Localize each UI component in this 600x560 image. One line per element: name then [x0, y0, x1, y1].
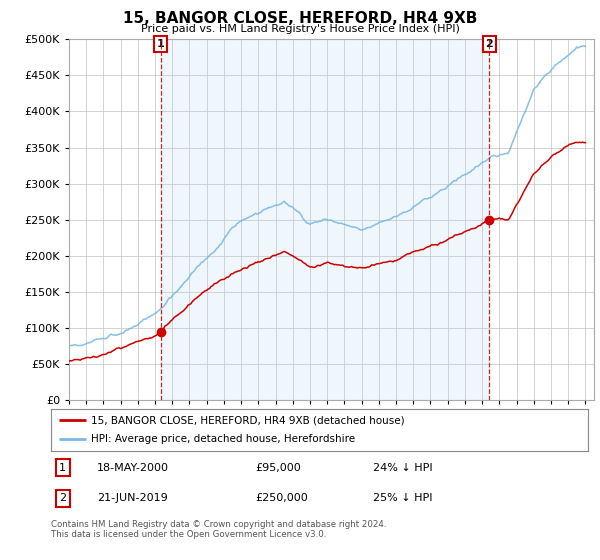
- Bar: [161, 39, 489, 400]
- Text: 25% ↓ HPI: 25% ↓ HPI: [373, 493, 433, 503]
- Text: HPI: Average price, detached house, Herefordshire: HPI: Average price, detached house, Here…: [91, 435, 355, 445]
- Text: Price paid vs. HM Land Registry's House Price Index (HPI): Price paid vs. HM Land Registry's House …: [140, 24, 460, 34]
- Text: £95,000: £95,000: [255, 463, 301, 473]
- Text: 18-MAY-2000: 18-MAY-2000: [97, 463, 169, 473]
- Text: 1: 1: [157, 39, 164, 49]
- Text: 2: 2: [485, 39, 493, 49]
- Text: 15, BANGOR CLOSE, HEREFORD, HR4 9XB: 15, BANGOR CLOSE, HEREFORD, HR4 9XB: [123, 11, 477, 26]
- Text: 21-JUN-2019: 21-JUN-2019: [97, 493, 167, 503]
- Text: 15, BANGOR CLOSE, HEREFORD, HR4 9XB (detached house): 15, BANGOR CLOSE, HEREFORD, HR4 9XB (det…: [91, 415, 405, 425]
- Text: Contains HM Land Registry data © Crown copyright and database right 2024.
This d: Contains HM Land Registry data © Crown c…: [51, 520, 386, 539]
- Text: 24% ↓ HPI: 24% ↓ HPI: [373, 463, 433, 473]
- Text: 2: 2: [59, 493, 67, 503]
- Text: 1: 1: [59, 463, 67, 473]
- Text: £250,000: £250,000: [255, 493, 308, 503]
